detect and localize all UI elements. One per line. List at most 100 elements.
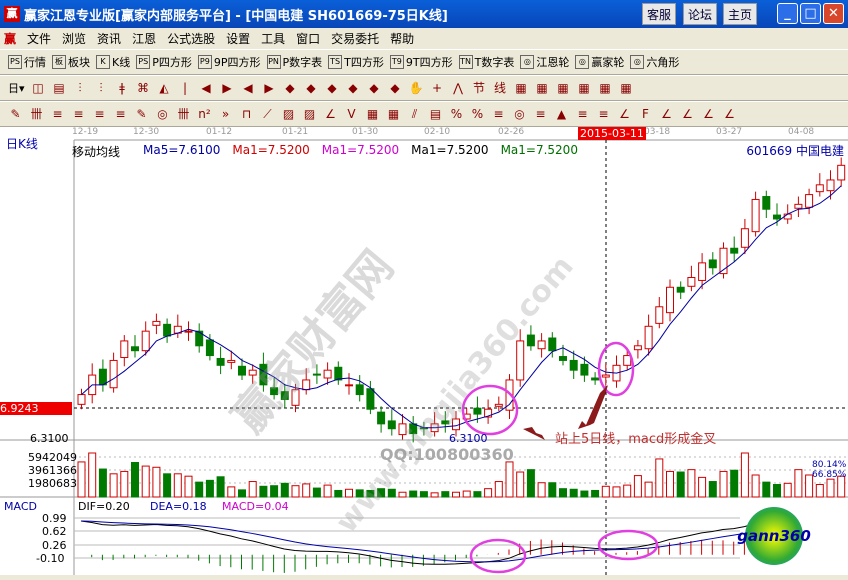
draw-tool-icon[interactable]: n² bbox=[198, 106, 211, 121]
draw-tool-icon[interactable]: ≡ bbox=[115, 106, 126, 121]
draw-tool-icon[interactable]: ⟋ bbox=[263, 106, 272, 121]
menu-item[interactable]: 江恩 bbox=[132, 32, 157, 46]
draw-tool-icon[interactable]: ▦ bbox=[387, 106, 400, 121]
chart-tool-icon[interactable]: ▶ bbox=[264, 80, 274, 95]
draw-tool-icon[interactable]: F bbox=[642, 106, 649, 121]
period-select[interactable]: 日▾ bbox=[8, 82, 25, 95]
chart-tool-icon[interactable]: ◀ bbox=[201, 80, 211, 95]
toolbar-button[interactable]: PS 行情 bbox=[8, 54, 46, 70]
toolbar-button[interactable]: 板板块 bbox=[52, 54, 90, 70]
chart-tool-icon[interactable]: ▦ bbox=[620, 80, 632, 95]
draw-tool-icon[interactable]: 卌 bbox=[177, 106, 190, 121]
menu-item[interactable]: 工具 bbox=[261, 32, 286, 46]
draw-tool-icon[interactable]: ∠ bbox=[325, 106, 336, 121]
chart-tool-icon[interactable]: 线 bbox=[494, 80, 507, 95]
chart-tool-icon[interactable]: ◆ bbox=[348, 80, 358, 95]
chart-tool-icon[interactable]: ▦ bbox=[578, 80, 590, 95]
draw-tool-icon[interactable]: ⊓ bbox=[241, 106, 252, 121]
chart-tool-icon[interactable]: + bbox=[432, 80, 443, 95]
chart-tool-icon[interactable]: ▶ bbox=[222, 80, 232, 95]
chart-tool-icon[interactable]: ◆ bbox=[285, 80, 295, 95]
draw-tool-icon[interactable]: % bbox=[471, 106, 484, 121]
draw-tool-icon[interactable]: ≡ bbox=[535, 106, 546, 121]
chart-tool-icon[interactable]: ◆ bbox=[306, 80, 316, 95]
chart-tool-icon[interactable]: 节 bbox=[473, 80, 486, 95]
draw-tool-icon[interactable]: ▦ bbox=[366, 106, 379, 121]
draw-tool-icon[interactable]: ▤ bbox=[429, 106, 442, 121]
macd-tick: -0.10 bbox=[36, 552, 65, 565]
chart-tool-icon[interactable]: ◫ bbox=[32, 80, 44, 95]
forum-button[interactable]: 论坛 bbox=[683, 3, 718, 25]
toolbar-button[interactable]: TN T数字表 bbox=[458, 54, 514, 70]
draw-tool-icon[interactable]: 卌 bbox=[30, 106, 43, 121]
toolbar-button[interactable]: TS T四方形 bbox=[328, 54, 384, 70]
chart-tool-icon[interactable]: ✋ bbox=[408, 80, 424, 95]
chart-tool-icon[interactable]: ◆ bbox=[327, 80, 337, 95]
chart-tool-icon[interactable]: ǂ bbox=[119, 80, 125, 95]
toolbar-button[interactable]: PN P数字表 bbox=[266, 54, 322, 70]
draw-tool-icon[interactable]: ▲ bbox=[556, 106, 567, 121]
menu-item[interactable]: 设置 bbox=[226, 32, 251, 46]
draw-tool-icon[interactable]: ≡ bbox=[73, 106, 84, 121]
toolbar-button[interactable]: ◎ 赢家轮 bbox=[575, 54, 624, 70]
chart-tool-icon[interactable]: ◀ bbox=[243, 80, 253, 95]
chart-tool-icon[interactable]: ⫶ bbox=[78, 80, 82, 95]
draw-tool-icon[interactable]: ⫽ bbox=[411, 106, 418, 121]
home-button[interactable]: 主页 bbox=[723, 3, 758, 25]
toolbar-button[interactable]: ◎ 江恩轮 bbox=[520, 54, 569, 70]
menu-item[interactable]: 帮助 bbox=[390, 32, 415, 46]
toolbar-button[interactable]: T9 9T四方形 bbox=[389, 54, 453, 70]
toolbar-button[interactable]: P9 9P四方形 bbox=[197, 54, 261, 70]
volume-bar bbox=[452, 491, 460, 498]
draw-tool-icon[interactable]: ≡ bbox=[493, 106, 504, 121]
maximize-icon[interactable]: □ bbox=[800, 3, 821, 24]
chart-tool-icon[interactable]: ▤ bbox=[53, 80, 65, 95]
chart-tool-icon[interactable]: ◭ bbox=[159, 80, 169, 95]
draw-tool-icon[interactable]: » bbox=[221, 106, 230, 121]
draw-tool-icon[interactable]: ✎ bbox=[136, 106, 147, 121]
menu-item[interactable]: 资讯 bbox=[97, 32, 122, 46]
draw-tool-icon[interactable]: ◎ bbox=[157, 106, 168, 121]
chart-tool-icon[interactable]: ▦ bbox=[536, 80, 548, 95]
chart-tool-icon[interactable]: ▦ bbox=[557, 80, 569, 95]
app-menu-icon[interactable]: 赢 bbox=[4, 32, 17, 46]
chart-tool-icon[interactable]: ⫶ bbox=[99, 80, 103, 95]
close-icon[interactable]: ✕ bbox=[823, 3, 844, 24]
menu-item[interactable]: 交易委托 bbox=[331, 32, 380, 46]
chart-tool-icon[interactable]: ◆ bbox=[369, 80, 379, 95]
draw-tool-icon[interactable]: ◎ bbox=[514, 106, 525, 121]
toolbar-button[interactable]: PS P四方形 bbox=[136, 54, 192, 70]
draw-tool-icon[interactable]: ≡ bbox=[577, 106, 588, 121]
chart-tool-icon[interactable]: ⌘ bbox=[137, 80, 150, 95]
draw-tool-icon[interactable]: ∠ bbox=[682, 106, 693, 121]
menu-item[interactable]: 文件 bbox=[27, 32, 52, 46]
draw-tool-icon[interactable]: V bbox=[347, 106, 356, 121]
draw-tool-icon[interactable]: ∠ bbox=[703, 106, 714, 121]
menu-item[interactable]: 公式选股 bbox=[167, 32, 216, 46]
draw-tool-icon[interactable]: ∠ bbox=[724, 106, 735, 121]
candle bbox=[730, 247, 739, 254]
draw-tool-icon[interactable]: ≡ bbox=[52, 106, 63, 121]
draw-tool-icon[interactable]: ≡ bbox=[598, 106, 609, 121]
menu-item[interactable]: 窗口 bbox=[296, 32, 321, 46]
highlight-circle bbox=[597, 341, 635, 397]
chart-tool-icon[interactable]: ▦ bbox=[515, 80, 527, 95]
menu-item[interactable]: 浏览 bbox=[62, 32, 87, 46]
chart-tool-icon[interactable]: ▦ bbox=[599, 80, 611, 95]
chart-tool-icon[interactable]: ⋀ bbox=[453, 80, 463, 95]
draw-tool-icon[interactable]: ▨ bbox=[303, 106, 316, 121]
draw-tool-icon[interactable]: ∠ bbox=[661, 106, 672, 121]
kline-chart[interactable]: 日K线 12-19 12-30 01-12 01-21 01-30 02-10 02-26 0… bbox=[0, 127, 848, 575]
minimize-icon[interactable]: _ bbox=[777, 3, 798, 24]
toolbar-button[interactable]: K K线 bbox=[96, 54, 130, 70]
draw-tool-icon[interactable]: ▨ bbox=[282, 106, 295, 121]
draw-tool-icon[interactable]: ≡ bbox=[94, 106, 105, 121]
toolbar-button[interactable]: ◎ 六角形 bbox=[630, 54, 679, 70]
chart-canvas[interactable] bbox=[0, 127, 848, 575]
chart-tool-icon[interactable]: ◆ bbox=[390, 80, 400, 95]
service-button[interactable]: 客服 bbox=[642, 3, 677, 25]
draw-tool-icon[interactable]: ∠ bbox=[619, 106, 630, 121]
chart-tool-icon[interactable]: | bbox=[183, 80, 188, 95]
draw-tool-icon[interactable]: % bbox=[450, 106, 463, 121]
draw-tool-icon[interactable]: ✎ bbox=[10, 106, 21, 121]
